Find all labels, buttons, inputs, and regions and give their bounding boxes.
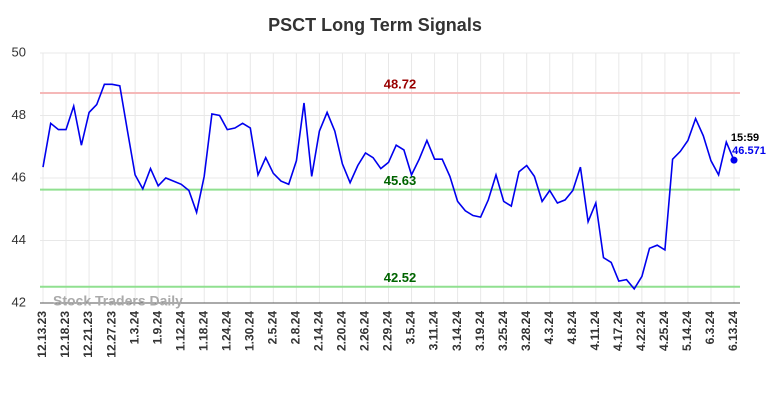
x-tick-label: 2.5.24 [266, 311, 280, 345]
last-point [730, 156, 738, 164]
x-tick-label: 1.18.24 [196, 311, 210, 351]
x-tick-label: 4.25.24 [657, 311, 671, 351]
x-tick-label: 2.14.24 [312, 311, 326, 351]
x-tick-label: 6.13.24 [726, 311, 740, 351]
x-tick-label: 12.27.23 [104, 311, 118, 358]
x-tick-label: 5.14.24 [680, 311, 694, 351]
reference-label: 45.63 [384, 173, 417, 188]
reference-label: 42.52 [384, 270, 417, 285]
x-tick-label: 2.20.24 [335, 311, 349, 351]
x-tick-label: 2.29.24 [381, 311, 395, 351]
x-tick-label: 4.3.24 [542, 311, 556, 345]
y-tick-label: 46 [12, 169, 26, 184]
x-tick-label: 1.3.24 [127, 311, 141, 345]
x-tick-label: 1.12.24 [173, 311, 187, 351]
x-tick-label: 12.21.23 [81, 311, 95, 358]
x-tick-label: 3.28.24 [519, 311, 533, 351]
last-value-label: 46.571 [732, 145, 766, 157]
x-tick-label: 1.9.24 [150, 311, 164, 345]
x-tick-label: 12.18.23 [58, 311, 72, 358]
x-tick-label: 3.14.24 [450, 311, 464, 351]
x-tick-label: 4.17.24 [611, 311, 625, 351]
x-tick-label: 4.11.24 [588, 311, 602, 351]
x-tick-label: 4.22.24 [634, 311, 648, 351]
x-tick-label: 3.11.24 [427, 311, 441, 351]
x-tick-label: 12.13.23 [35, 311, 49, 358]
x-tick-label: 1.30.24 [242, 311, 256, 351]
watermark: Stock Traders Daily [53, 293, 183, 309]
price-line [42, 83, 735, 291]
last-time: 15:59 [731, 132, 759, 144]
x-tick-label: 2.8.24 [289, 311, 303, 345]
y-tick-label: 50 [12, 44, 26, 59]
x-tick-label: 3.19.24 [473, 311, 487, 351]
x-tick-label: 2.26.24 [358, 311, 372, 351]
x-tick-label: 3.25.24 [496, 311, 510, 351]
y-tick-label: 48 [12, 107, 26, 122]
x-tick-label: 6.3.24 [703, 311, 717, 345]
x-tick-label: 1.24.24 [219, 311, 233, 351]
x-tick-label: 4.8.24 [565, 311, 579, 345]
y-tick-label: 44 [12, 232, 26, 247]
y-tick-label: 42 [12, 294, 26, 309]
reference-label: 48.72 [384, 76, 417, 91]
chart-title: PSCT Long Term Signals [268, 15, 482, 35]
x-tick-label: 3.5.24 [404, 311, 418, 345]
